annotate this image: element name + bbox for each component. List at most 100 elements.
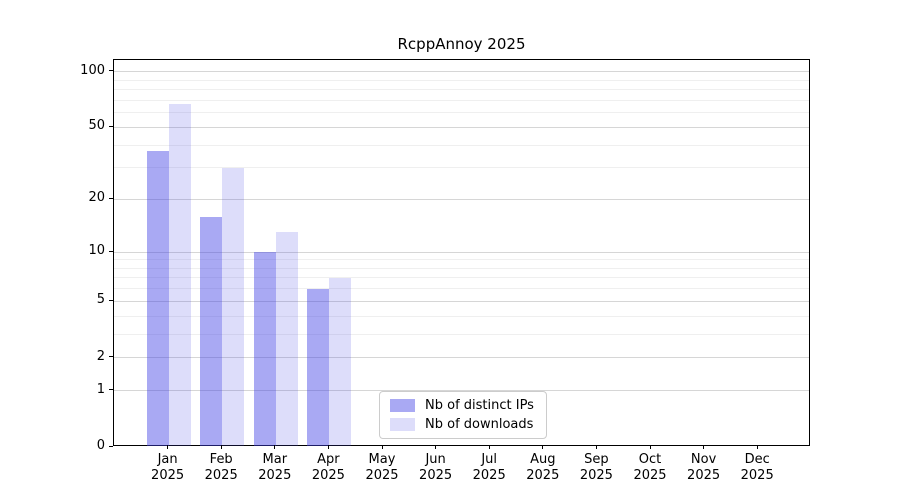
x-tick-year: 2025 — [526, 468, 560, 483]
x-tick-year: 2025 — [687, 468, 721, 483]
gridline-minor — [114, 167, 809, 169]
x-tick-year: 2025 — [204, 468, 238, 483]
gridline-minor — [114, 315, 809, 317]
x-tick-month: May — [368, 452, 396, 467]
x-tick-label-jan: Jan 2025 — [125, 452, 211, 484]
bar-distinct-ips-mar — [253, 252, 276, 446]
gridline-major — [114, 126, 809, 128]
x-tick-mark-aug — [542, 445, 544, 449]
gridline-minor — [114, 99, 809, 101]
x-tick-year: 2025 — [740, 468, 774, 483]
x-tick-label-jun: Jun 2025 — [393, 452, 479, 484]
x-tick-mark-jan — [167, 445, 169, 449]
y-tick-mark-5 — [109, 299, 113, 301]
y-tick-label-2: 2 — [96, 348, 105, 364]
y-tick-mark-0 — [109, 445, 113, 447]
x-tick-mark-jul — [488, 445, 490, 449]
gridline-minor — [114, 112, 809, 114]
x-tick-label-feb: Feb 2025 — [178, 452, 264, 484]
x-tick-label-mar: Mar 2025 — [232, 452, 318, 484]
bar-downloads-apr — [329, 277, 352, 446]
y-tick-mark-2 — [109, 356, 113, 358]
x-tick-mark-feb — [220, 445, 222, 449]
y-tick-label-5: 5 — [96, 292, 105, 308]
x-tick-mark-may — [381, 445, 383, 449]
x-tick-year: 2025 — [365, 468, 399, 483]
gridline-major — [114, 390, 809, 392]
x-tick-year: 2025 — [151, 468, 185, 483]
x-tick-month: Oct — [638, 452, 662, 467]
y-tick-mark-50 — [109, 125, 113, 127]
x-tick-month: Jul — [481, 452, 498, 467]
x-tick-label-sep: Sep 2025 — [553, 452, 639, 484]
bar-downloads-feb — [222, 167, 245, 446]
gridline-minor — [114, 288, 809, 290]
gridline-major — [114, 71, 809, 73]
x-tick-mark-oct — [649, 445, 651, 449]
x-tick-mark-jun — [435, 445, 437, 449]
x-tick-month: Feb — [209, 452, 233, 467]
gridline-minor — [114, 333, 809, 335]
x-tick-mark-sep — [595, 445, 597, 449]
x-tick-month: Nov — [690, 452, 717, 467]
legend: Nb of distinct IPs Nb of downloads — [379, 391, 547, 439]
x-tick-month: Jun — [425, 452, 446, 467]
x-tick-label-oct: Oct 2025 — [607, 452, 693, 484]
gridline-minor — [114, 79, 809, 81]
x-tick-year: 2025 — [311, 468, 345, 483]
x-tick-label-may: May 2025 — [339, 452, 425, 484]
x-tick-year: 2025 — [579, 468, 613, 483]
y-tick-mark-100 — [109, 70, 113, 72]
x-tick-year: 2025 — [633, 468, 667, 483]
legend-item-distinct-ips: Nb of distinct IPs — [390, 398, 546, 413]
x-tick-year: 2025 — [472, 468, 506, 483]
x-tick-month: Dec — [744, 452, 770, 467]
legend-label-distinct-ips: Nb of distinct IPs — [425, 398, 534, 413]
x-tick-mark-mar — [274, 445, 276, 449]
y-tick-label-20: 20 — [88, 190, 105, 206]
gridline-major — [114, 300, 809, 302]
y-tick-label-10: 10 — [88, 243, 105, 259]
legend-swatch-distinct-ips — [390, 399, 415, 412]
x-tick-month: Jan — [157, 452, 178, 467]
gridline-minor — [114, 267, 809, 269]
x-tick-month: Apr — [317, 452, 340, 467]
bars-layer — [114, 60, 809, 446]
x-tick-label-aug: Aug 2025 — [500, 452, 586, 484]
legend-swatch-downloads — [390, 418, 415, 431]
y-tick-label-50: 50 — [88, 118, 105, 134]
gridline-minor — [114, 144, 809, 146]
x-tick-mark-nov — [703, 445, 705, 449]
x-tick-label-dec: Dec 2025 — [714, 452, 800, 484]
y-tick-label-0: 0 — [96, 438, 105, 453]
y-tick-mark-10 — [109, 250, 113, 252]
plot-area: Nb of distinct IPs Nb of downloads — [113, 59, 810, 446]
gridline-major — [114, 198, 809, 200]
legend-item-downloads: Nb of downloads — [390, 417, 546, 432]
x-tick-label-apr: Apr 2025 — [285, 452, 371, 484]
x-tick-mark-apr — [327, 445, 329, 449]
x-tick-label-nov: Nov 2025 — [661, 452, 747, 484]
y-tick-label-1: 1 — [96, 381, 105, 397]
x-tick-year: 2025 — [258, 468, 292, 483]
bar-downloads-mar — [275, 232, 298, 446]
x-tick-month: Sep — [584, 452, 609, 467]
x-tick-month: Mar — [262, 452, 288, 467]
y-tick-label-100: 100 — [80, 62, 105, 78]
bar-distinct-ips-jan — [146, 151, 169, 446]
x-tick-mark-dec — [756, 445, 758, 449]
chart-title: RcppAnnoy 2025 — [397, 35, 526, 53]
x-tick-month: Aug — [530, 452, 556, 467]
x-tick-year: 2025 — [419, 468, 453, 483]
gridline-minor — [114, 89, 809, 91]
y-tick-mark-20 — [109, 197, 113, 199]
gridlines-layer — [114, 60, 809, 445]
gridline-minor — [114, 259, 809, 261]
bar-distinct-ips-apr — [307, 288, 330, 446]
legend-label-downloads: Nb of downloads — [425, 417, 534, 432]
bar-distinct-ips-feb — [200, 216, 223, 446]
gridline-minor — [114, 277, 809, 279]
gridline-major — [114, 357, 809, 359]
y-tick-mark-1 — [109, 389, 113, 391]
